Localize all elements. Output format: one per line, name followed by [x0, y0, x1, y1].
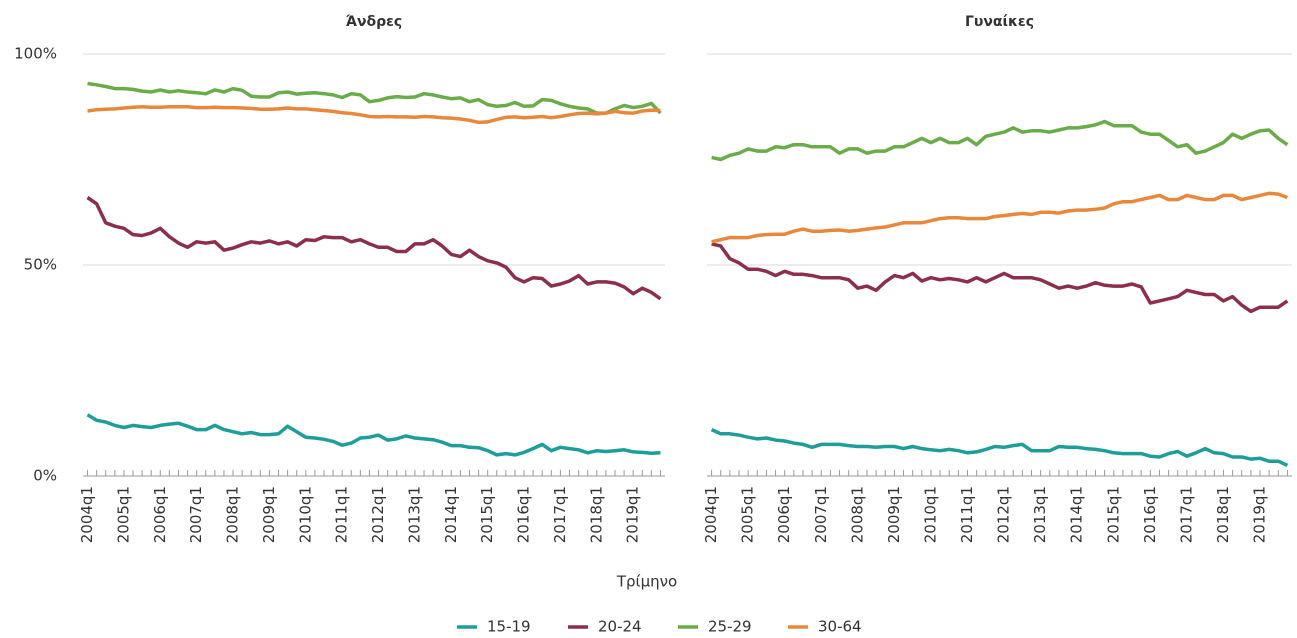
x-tick-label: 2005q1: [114, 486, 132, 543]
line-series: [87, 105, 661, 125]
legend-label: 15-19: [487, 618, 531, 636]
x-tick-label: 2006q1: [775, 486, 793, 543]
x-tick-label: 2008q1: [848, 486, 866, 543]
line-series: [710, 428, 1289, 467]
x-tick-label: 2013q1: [1031, 486, 1049, 543]
x-tick-label: 2011q1: [333, 486, 351, 543]
x-tick-label: 2014q1: [442, 486, 460, 543]
x-tick-label: 2010q1: [921, 486, 939, 543]
x-tick-label: 2004q1: [702, 486, 720, 543]
x-tick-label: 2016q1: [1141, 486, 1159, 543]
x-tick-label: 2018q1: [1214, 486, 1232, 543]
y-tick-label: 50%: [24, 256, 57, 274]
x-tick-label: 2018q1: [587, 486, 605, 543]
panel-title: Γυναίκες: [965, 14, 1034, 30]
line-series: [86, 413, 661, 457]
x-tick-label: 2015q1: [478, 486, 496, 543]
x-tick-label: 2019q1: [624, 486, 642, 543]
x-axis-label: Τρίμηνο: [616, 573, 677, 591]
line-series: [86, 196, 662, 301]
x-tick-label: 2012q1: [369, 486, 387, 543]
x-tick-label: 2014q1: [1068, 486, 1086, 543]
line-series: [87, 81, 662, 115]
x-tick-label: 2007q1: [812, 486, 830, 543]
x-tick-label: 2013q1: [405, 486, 423, 543]
x-tick-label: 2012q1: [995, 486, 1013, 543]
x-tick-label: 2011q1: [958, 486, 976, 543]
legend-label: 25-29: [708, 618, 752, 636]
x-tick-label: 2019q1: [1251, 486, 1269, 543]
x-tick-label: 2004q1: [78, 486, 96, 543]
line-series: [711, 119, 1289, 162]
x-tick-label: 2016q1: [515, 486, 533, 543]
legend-label: 20-24: [598, 618, 642, 636]
x-tick-label: 2008q1: [224, 486, 242, 543]
y-tick-label: 0%: [33, 467, 57, 485]
y-tick-label: 100%: [14, 45, 57, 63]
x-tick-label: 2006q1: [151, 486, 169, 543]
x-tick-label: 2017q1: [551, 486, 569, 543]
x-tick-label: 2017q1: [1177, 486, 1195, 543]
x-tick-label: 2007q1: [187, 486, 205, 543]
panel-title: Άνδρες: [346, 14, 402, 30]
x-tick-label: 2009q1: [260, 486, 278, 543]
x-tick-label: 2010q1: [296, 486, 314, 543]
line-series: [711, 242, 1289, 314]
line-series: [711, 191, 1289, 244]
x-tick-label: 2015q1: [1104, 486, 1122, 543]
x-tick-label: 2009q1: [885, 486, 903, 543]
x-tick-label: 2005q1: [739, 486, 757, 543]
legend-label: 30-64: [818, 618, 862, 636]
